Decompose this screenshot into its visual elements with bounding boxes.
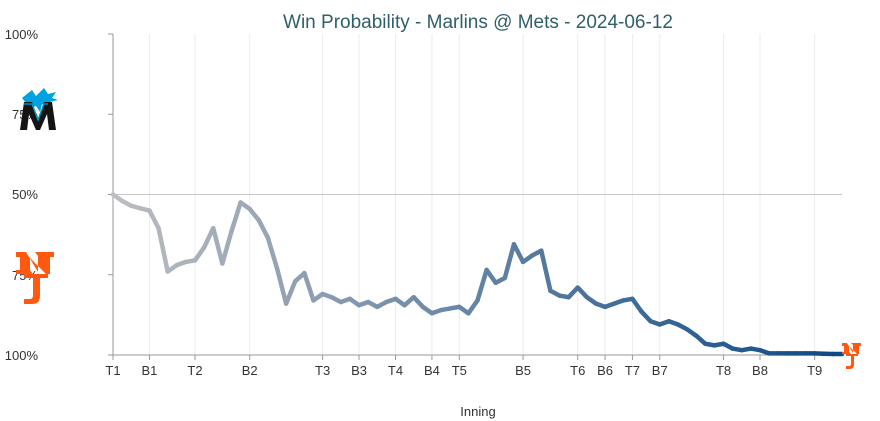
x-tick-label: T7	[625, 363, 640, 378]
x-tick-label: T2	[187, 363, 202, 378]
line-segment	[220, 229, 234, 266]
x-tick-label: T9	[807, 363, 822, 378]
line-segment	[539, 248, 553, 294]
line-segment	[274, 266, 289, 306]
chart-title: Win Probability - Marlins @ Mets - 2024-…	[283, 12, 673, 33]
line-segment	[511, 242, 526, 265]
line-segment	[210, 225, 225, 266]
line-segment	[630, 296, 644, 314]
x-tick-label: B4	[424, 363, 440, 378]
x-tick-label: T4	[388, 363, 403, 378]
x-tick-label: B3	[351, 363, 367, 378]
line-segment	[147, 208, 161, 231]
x-tick-label: B5	[515, 363, 531, 378]
line-segment	[302, 270, 316, 303]
x-tick-label: B1	[141, 363, 157, 378]
win-probability-line	[110, 192, 845, 357]
x-tick-label: B7	[652, 363, 668, 378]
x-tick-label: T3	[315, 363, 330, 378]
mets-logo-icon	[842, 343, 861, 369]
x-tick-label: T5	[452, 363, 467, 378]
line-segment	[247, 206, 262, 223]
line-segment	[283, 278, 298, 306]
line-segment	[229, 200, 243, 234]
y-tick-label: 100%	[5, 27, 39, 42]
y-tick-label: 50%	[12, 187, 38, 202]
x-axis-label: Inning	[460, 404, 495, 419]
line-segment	[475, 267, 489, 303]
x-tick-labels: T1 B1 T2 B2 T3 B3 T4 B4 T5 B5 T6 B6 T7 B7 T8 B8 T9	[105, 355, 822, 378]
line-segment	[256, 217, 271, 241]
line-segment	[192, 245, 207, 263]
x-tick-label: B2	[242, 363, 258, 378]
y-tick-label: 100%	[5, 348, 39, 363]
x-tick-label: B6	[597, 363, 613, 378]
line-segment	[156, 225, 170, 274]
line-segment	[466, 298, 480, 316]
marlins-logo-icon	[20, 88, 58, 130]
x-tick-label: T1	[105, 363, 120, 378]
line-segment	[484, 267, 498, 286]
line-segment	[265, 235, 280, 271]
line-segment	[502, 242, 517, 281]
mets-logo-icon	[16, 252, 54, 304]
x-tick-label: T6	[570, 363, 585, 378]
x-tick-label: B8	[752, 363, 768, 378]
x-tick-label: T8	[716, 363, 731, 378]
line-segment	[201, 225, 216, 250]
